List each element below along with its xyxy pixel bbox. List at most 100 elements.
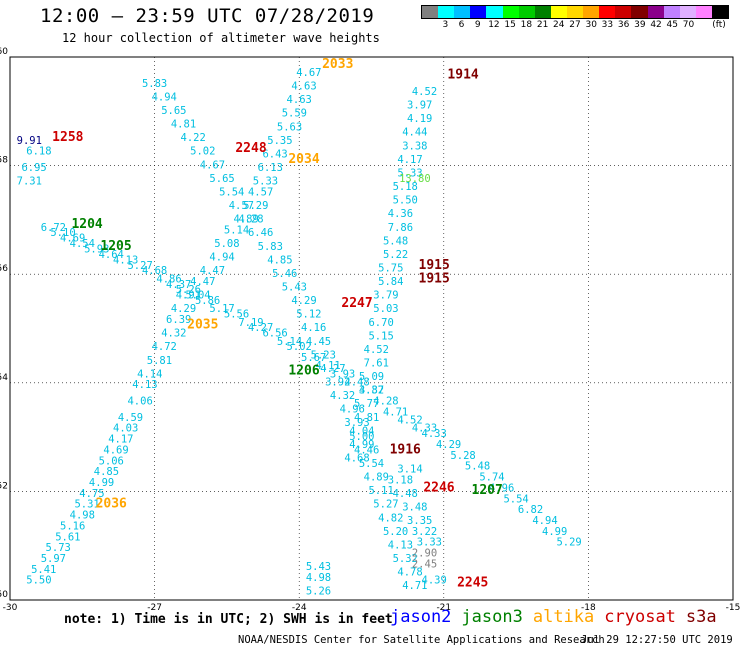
wave-height-value: 5.56 [224,309,249,321]
wave-height-value: 4.71 [383,406,408,418]
wave-height-value: 5.97 [41,553,66,565]
wave-height-value: 4.86 [156,273,181,285]
wave-height-value: 5.93 [84,243,109,255]
wave-height-value: 5.16 [60,520,85,532]
pass-time-label: 2247 [341,296,372,311]
wave-height-value: 4.57 [248,186,273,198]
wave-height-value: 4.36 [388,208,413,220]
colorbar-tick: 24 [553,20,565,30]
colorbar-tick: 18 [520,20,533,30]
wave-height-value: 4.29 [291,295,316,307]
lon-tick-label: -30 [3,603,18,613]
wave-height-value: 2.45 [412,558,437,570]
wave-height-value: 4.13 [132,379,157,391]
wave-height-value: 7.86 [388,222,413,234]
pass-time-label: 1915 [419,258,450,273]
wave-height-value: 4.28 [373,396,398,408]
wave-height-value: 5.27 [373,499,398,511]
wave-height-value: 3.38 [402,140,427,152]
wave-height-value: 5.43 [282,281,307,293]
pass-time-label: 1915 [419,271,450,286]
wave-height-value: 4.48 [393,488,418,500]
wave-height-value: 4.06 [127,396,152,408]
pass-time-label: 1916 [390,442,421,457]
colorbar-tick: 21 [536,20,549,30]
wave-height-value: 3.79 [373,290,398,302]
wave-height-value: 4.63 [291,81,316,93]
wave-height-value: 6.56 [262,328,287,340]
colorbar-swatch [470,6,487,18]
wave-height-value: 6.72 [41,222,66,234]
wave-height-value: 5.33 [397,167,422,179]
wave-height-value: 6.43 [262,148,287,160]
lat-tick-label: 52 [0,481,8,491]
credit-line: NOAA/NESDIS Center for Satellite Applica… [238,634,605,646]
wave-height-value: 5.86 [195,295,220,307]
colorbar-swatch [454,6,471,18]
legend-cryosat: cryosat [604,607,676,627]
colorbar-swatch [486,6,503,18]
wave-height-value: 5.81 [147,355,172,367]
wave-height-value: 5.28 [450,450,475,462]
colorbar-swatch [663,6,680,18]
wave-height-value: 4.17 [108,434,133,446]
wave-height-value: 6.95 [21,162,46,174]
pass-time-label: 2034 [288,152,319,167]
wave-height-value: 5.54 [359,458,384,470]
wave-height-value: 5.74 [479,472,504,484]
satellite-legend: jason2 jason3 altika cryosat s3a [390,607,727,627]
wave-height-value: 5.03 [373,303,398,315]
wave-height-value: 3.93 [330,368,355,380]
colorbar-swatch [422,6,439,18]
wave-height-value: 4.96 [489,482,514,494]
wave-height-value: 4.82 [378,512,403,524]
wave-height-value: 5.50 [393,195,418,207]
wave-height-value: 6.70 [368,317,393,329]
wave-height-value: 4.81 [171,119,196,131]
wave-height-value: 4.47 [190,276,215,288]
wave-height-value: 5.50 [26,575,51,587]
colorbar-tick: 42 [650,20,662,30]
lat-tick-label: 56 [0,264,8,274]
wave-height-value: 7.61 [364,358,389,370]
wave-height-value: 5.65 [209,173,234,185]
pass-time-label: 1205 [100,239,131,254]
colorbar-tick: 3 [442,20,449,30]
wave-height-value: 4.48 [344,377,369,389]
wave-height-value: 4.89 [234,214,259,226]
wave-height-value: 4.85 [94,466,119,478]
wave-height-value: 5.22 [383,249,408,261]
wave-height-value: 4.52 [397,415,422,427]
wave-height-value: 5.27 [127,260,152,272]
lat-tick-label: 60 [0,47,8,57]
legend-altika: altika [532,607,595,627]
wave-height-value: 5.31 [74,499,99,511]
wave-height-value: 5.06 [99,455,124,467]
wave-height-value: 4.69 [60,233,85,245]
wave-height-value: 4.71 [402,580,427,592]
wave-height-value: 4.32 [330,390,355,402]
wave-height-value: 4.19 [407,113,432,125]
legend-jason2: jason2 [390,607,452,627]
wave-height-value: 4.75 [79,488,104,500]
wave-height-value: 4.32 [359,385,384,397]
wave-height-value: 2.90 [412,548,437,560]
colorbar [421,5,729,19]
wave-height-value: 9.91 [17,135,42,147]
map-subtitle: 12 hour collection of altimeter wave hei… [62,31,380,45]
wave-height-value: 5.73 [46,542,71,554]
wave-height-value: 5.26 [176,284,201,296]
wave-height-value: 3.22 [412,526,437,538]
colorbar-unit: (ft) [712,20,726,30]
wave-height-value: 4.33 [412,423,437,435]
wave-height-value: 5.48 [465,461,490,473]
wave-height-value: 4.27 [320,363,345,375]
wave-height-value: 4.16 [301,322,326,334]
wave-height-value: 4.69 [103,444,128,456]
wave-height-value: 4.91 [176,290,201,302]
lon-tick-label: -27 [147,603,162,613]
colorbar-tick: 33 [601,20,614,30]
colorbar-tick: 15 [504,20,516,30]
wave-height-value: 5.29 [243,200,268,212]
wave-height-value: 5.61 [55,531,80,543]
